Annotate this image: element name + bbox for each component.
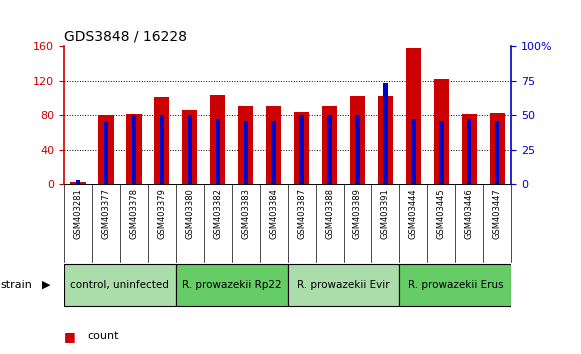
Text: GSM403383: GSM403383 (241, 188, 250, 239)
Bar (383, 83, 388, 184)
Text: GSM403379: GSM403379 (157, 188, 166, 239)
Bar (378, 96, 393, 184)
Bar (175, 264, 288, 306)
Bar (64, 264, 175, 306)
Text: R. prowazekii Erus: R. prowazekii Erus (407, 280, 503, 290)
Text: GSM403377: GSM403377 (101, 188, 110, 239)
Bar (327, 115, 332, 184)
Text: GSM403446: GSM403446 (465, 188, 474, 239)
Bar (238, 105, 253, 184)
Bar (266, 107, 281, 184)
Bar (103, 122, 108, 184)
Bar (216, 119, 220, 184)
Text: GSM403447: GSM403447 (493, 188, 502, 239)
Bar (433, 79, 449, 184)
Bar (411, 119, 415, 184)
Text: GSM403444: GSM403444 (409, 188, 418, 239)
Bar (188, 115, 192, 184)
Bar (160, 115, 164, 184)
Text: GSM403387: GSM403387 (297, 188, 306, 239)
Text: GSM403382: GSM403382 (213, 188, 222, 239)
Text: R. prowazekii Evir: R. prowazekii Evir (297, 280, 390, 290)
Text: count: count (87, 331, 119, 341)
Bar (322, 105, 337, 184)
Bar (98, 115, 113, 184)
Bar (76, 180, 80, 184)
Text: GSM403281: GSM403281 (73, 188, 83, 239)
Text: GSM403389: GSM403389 (353, 188, 362, 239)
Bar (182, 110, 198, 184)
Text: GDS3848 / 16228: GDS3848 / 16228 (64, 29, 187, 44)
Text: ▶: ▶ (42, 280, 51, 290)
Bar (126, 114, 142, 184)
Text: GSM403380: GSM403380 (185, 188, 194, 239)
Bar (400, 264, 511, 306)
Text: R. prowazekii Rp22: R. prowazekii Rp22 (182, 280, 281, 290)
Text: GSM403384: GSM403384 (269, 188, 278, 239)
Bar (271, 121, 276, 184)
Bar (467, 119, 472, 184)
Bar (350, 96, 365, 184)
Text: GSM403378: GSM403378 (130, 188, 138, 239)
Bar (154, 97, 170, 184)
Bar (356, 115, 360, 184)
Text: control, uninfected: control, uninfected (70, 280, 169, 290)
Text: GSM403445: GSM403445 (437, 188, 446, 239)
Bar (490, 113, 505, 184)
Bar (210, 95, 225, 184)
Bar (70, 182, 85, 184)
Bar (288, 264, 400, 306)
Bar (132, 115, 136, 184)
Bar (294, 112, 309, 184)
Bar (462, 114, 477, 184)
Text: GSM403388: GSM403388 (325, 188, 334, 239)
Bar (439, 121, 443, 184)
Bar (243, 121, 248, 184)
Bar (406, 48, 421, 184)
Text: strain: strain (1, 280, 33, 290)
Bar (495, 121, 500, 184)
Bar (299, 115, 304, 184)
Text: ■: ■ (64, 330, 76, 343)
Text: GSM403391: GSM403391 (381, 188, 390, 239)
